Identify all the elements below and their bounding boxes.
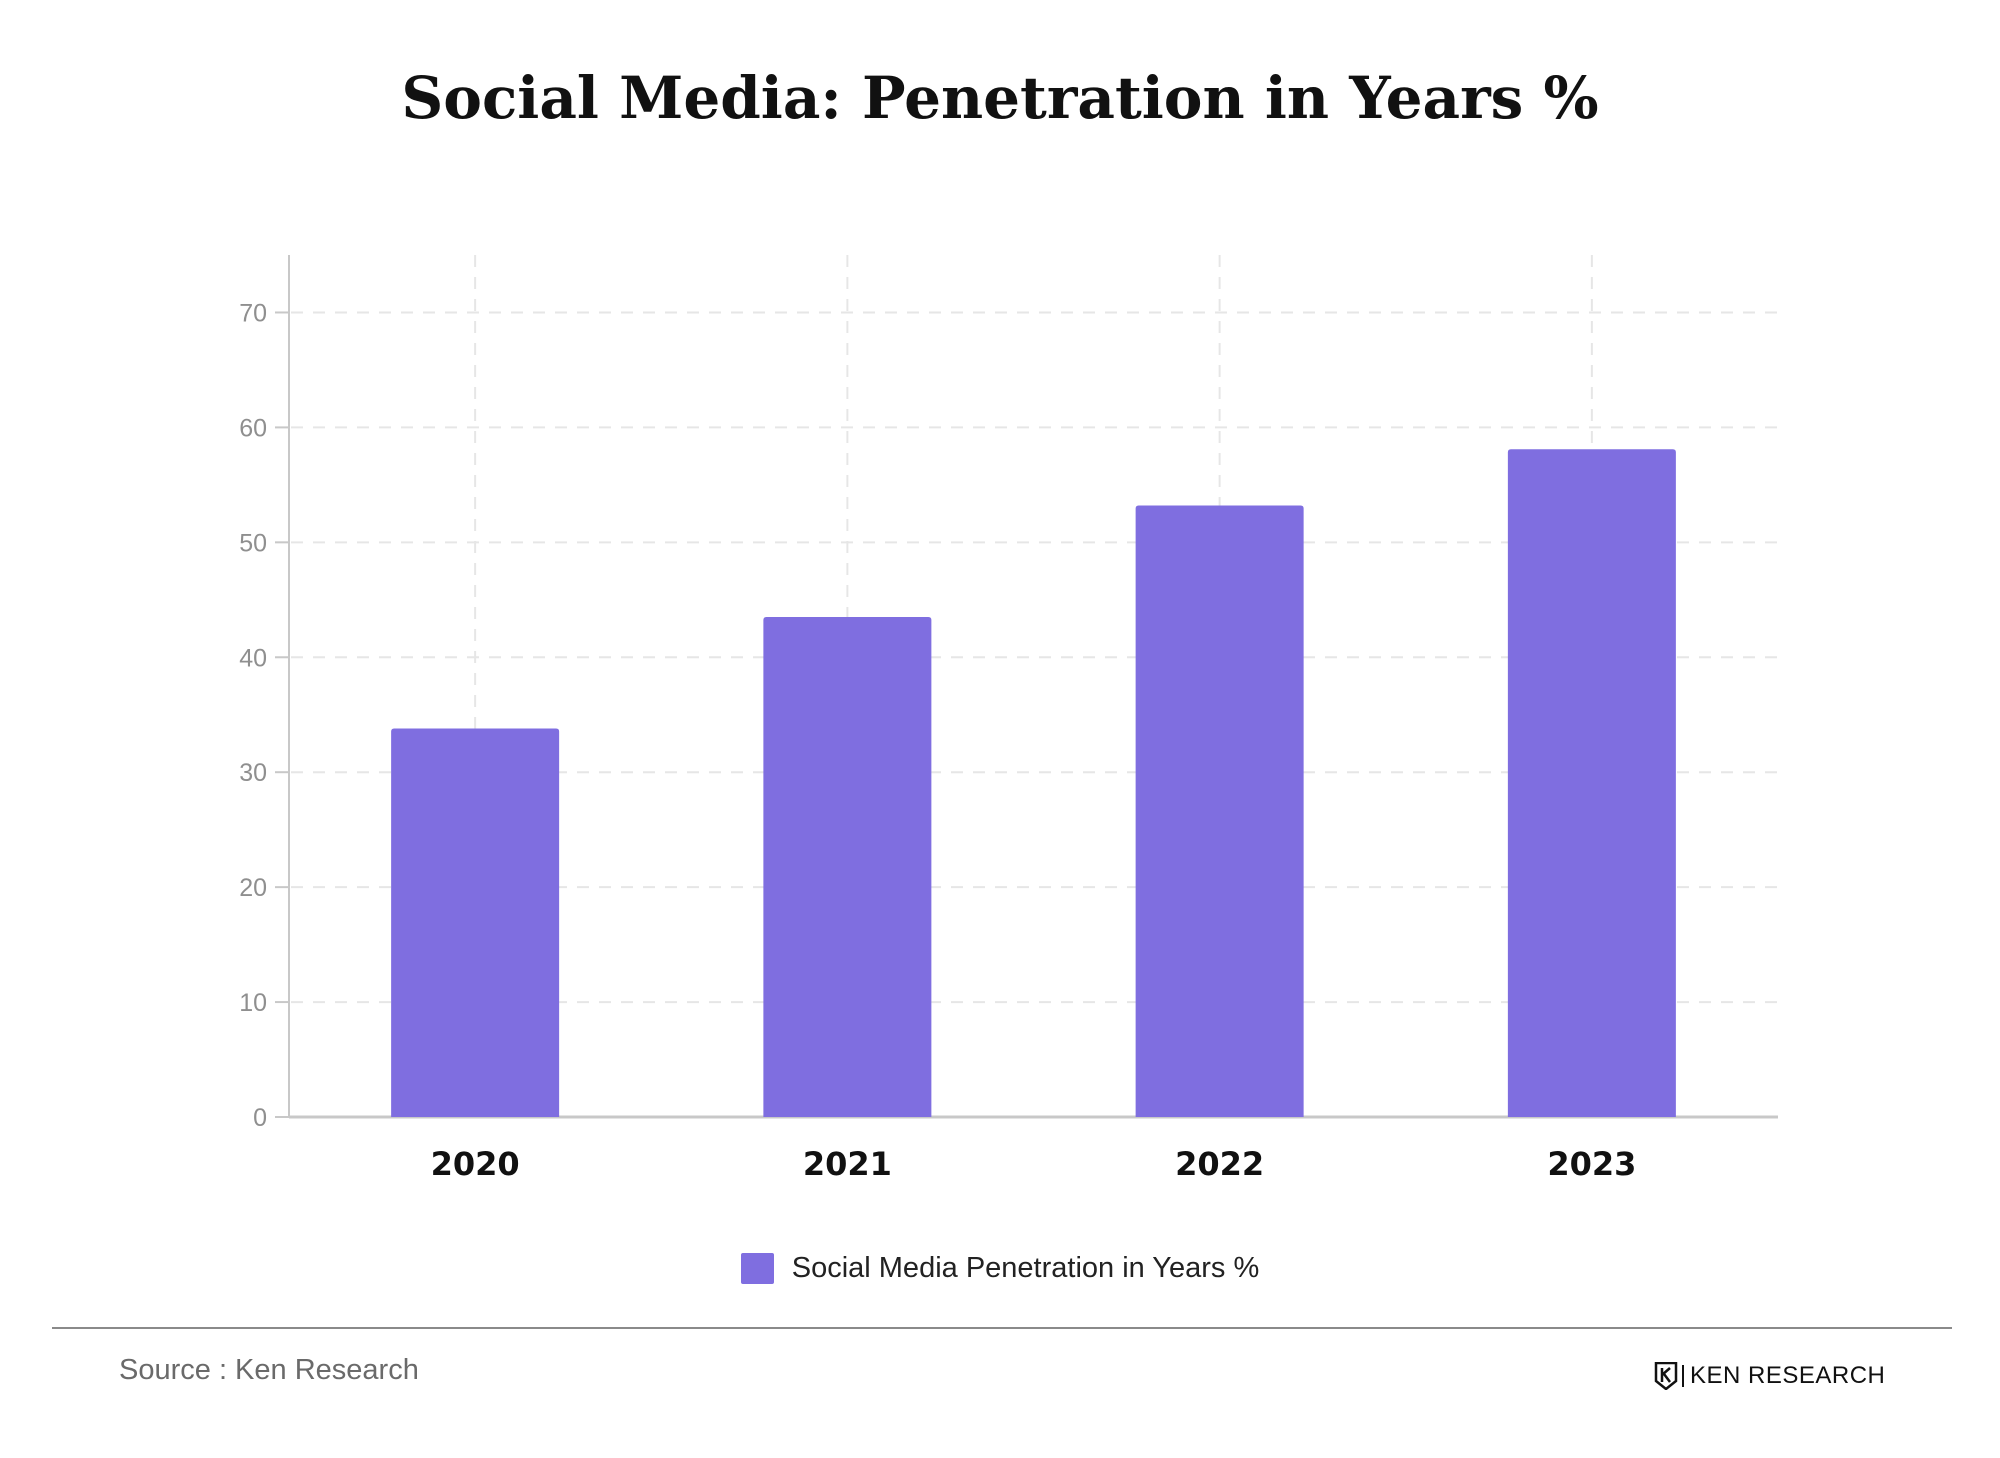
legend-swatch xyxy=(740,1253,774,1284)
label-layer: 0 10 20 30 40 50 60 70 2020 2021 2022 2023 xyxy=(239,299,1636,1183)
x-category-label: 2022 xyxy=(1175,1145,1264,1183)
y-tick-label: 20 xyxy=(239,874,267,902)
legend-label: Social Media Penetration in Years % xyxy=(791,1252,1260,1284)
x-category-label: 2020 xyxy=(431,1145,520,1183)
bar-2023 xyxy=(1507,449,1676,1118)
y-tick-label: 30 xyxy=(239,759,267,787)
y-tick-label: 0 xyxy=(253,1104,267,1132)
source-text: Source : Ken Research xyxy=(119,1354,419,1386)
y-tick-label: 40 xyxy=(239,644,267,672)
footer-divider xyxy=(52,1327,1952,1329)
bar-2020 xyxy=(391,728,560,1117)
x-category-label: 2023 xyxy=(1547,1145,1636,1183)
brand-text: KEN RESEARCH xyxy=(1690,1362,1886,1389)
y-tick-label: 60 xyxy=(239,414,267,442)
y-tick-label: 70 xyxy=(239,299,267,327)
bar-2021 xyxy=(763,617,932,1117)
brand-logo: KEN RESEARCH xyxy=(1654,1361,1885,1391)
y-tick-label: 10 xyxy=(239,989,267,1017)
x-category-label: 2021 xyxy=(803,1145,892,1183)
bar-2022 xyxy=(1135,505,1304,1117)
brand-divider xyxy=(1682,1365,1684,1387)
legend: Social Media Penetration in Years % xyxy=(0,1252,2000,1285)
y-tick-label: 50 xyxy=(239,529,267,557)
bar-layer xyxy=(391,449,1676,1118)
brand-mark-icon xyxy=(1654,1362,1678,1390)
chart-title: Social Media: Penetration in Years % xyxy=(401,64,1599,132)
